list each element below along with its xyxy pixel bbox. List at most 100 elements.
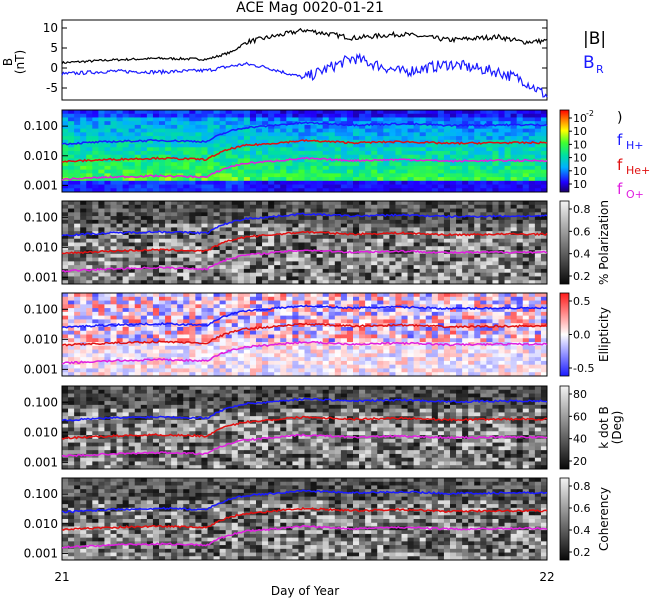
frequency-legend-subscript: H+ xyxy=(626,139,644,152)
he-plus-frequency-line xyxy=(61,415,548,440)
power-spectrum-spectrogram xyxy=(62,110,548,193)
polarization-plot-frame xyxy=(61,200,548,285)
o-plus-frequency-line xyxy=(61,249,548,273)
coherency-plot-frame xyxy=(61,477,548,561)
coherency-panel: 0.100 0.010 0.001 0.8 0.6 0.4 0.2 Coherency xyxy=(24,477,611,561)
ellipticity-colorbar-title: Ellipticity xyxy=(597,307,611,362)
k-dot-b-colorbar-title-units: (Deg) xyxy=(610,411,624,445)
b-field-y-tick-label: 10 xyxy=(43,21,58,35)
b-field-y-tick-label: 5 xyxy=(50,41,58,55)
b-magnitude-legend-label: |B| xyxy=(583,29,606,49)
b-radial-line xyxy=(61,52,548,98)
o-plus-frequency-line xyxy=(62,524,548,549)
he-plus-frequency-line xyxy=(61,138,548,163)
frequency-legend-subscript: O+ xyxy=(626,188,644,201)
frequency-legend-label: f xyxy=(617,180,623,198)
figure-title: ACE Mag 0020-01-21 xyxy=(236,0,384,16)
b-field-y-tick-label: -5 xyxy=(46,81,58,95)
k-dot-b-colorbar-scale xyxy=(559,385,570,470)
coherency-y-tick-label: 0.001 xyxy=(24,546,58,560)
coherency-y-tick-label: 0.100 xyxy=(24,487,58,501)
coherency-y-tick-label: 0.010 xyxy=(24,517,58,531)
k-dot-b-colorbar-label: 80 xyxy=(573,388,587,401)
ellipticity-colorbar-label: 0.0 xyxy=(573,329,591,342)
polarization-colorbar: 0.8 0.6 0.4 0.2 % Polarization xyxy=(559,200,611,285)
b-field-panel: 10 5 0 -5 B(nT) |B| B R xyxy=(1,19,606,101)
power-spectrum-colorbar-label: 10 xyxy=(573,138,587,151)
h-plus-frequency-line xyxy=(61,397,548,422)
polarization-colorbar-label: 0.4 xyxy=(573,248,591,261)
coherency-colorbar-scale xyxy=(559,477,570,561)
h-plus-frequency-line xyxy=(61,121,548,146)
x-axis-label: Day of Year xyxy=(271,584,339,598)
power-spectrum-y-tick-label: 0.100 xyxy=(24,119,58,133)
ellipticity-colorbar-label: 0.5 xyxy=(573,295,591,308)
k-dot-b-colorbar-label: 40 xyxy=(573,433,587,446)
ellipticity-y-tick-label: 0.001 xyxy=(24,362,58,376)
polarization-colorbar-label: 0.6 xyxy=(573,225,591,238)
coherency-colorbar-title: Coherency xyxy=(597,487,611,551)
b-radial-legend-subscript: R xyxy=(596,63,604,76)
power-spectrum-colorbar-label: 10 xyxy=(573,165,587,178)
power-spectrum-colorbar-label: 10 xyxy=(573,178,587,191)
k-dot-b-colorbar-label: 60 xyxy=(573,410,587,423)
ellipticity-plot-frame xyxy=(61,292,548,377)
polarization-colorbar-scale xyxy=(559,200,570,285)
power-spectrum-plot-frame xyxy=(61,109,548,193)
k-dot-b-plot-frame xyxy=(61,385,548,470)
coherency-colorbar-label: 0.8 xyxy=(573,480,591,493)
polarization-y-tick-label: 0.010 xyxy=(24,240,58,254)
x-tick-start: 21 xyxy=(54,570,69,584)
ellipticity-colorbar-scale xyxy=(559,292,570,377)
polarization-y-tick-label: 0.100 xyxy=(24,210,58,224)
ellipticity-colorbar-label: -0.5 xyxy=(573,362,594,375)
frequency-legend-label: f xyxy=(617,131,623,149)
coherency-colorbar-label: 0.4 xyxy=(573,524,591,537)
frequency-legend-label: f xyxy=(617,156,623,174)
h-plus-frequency-line xyxy=(61,304,548,329)
h-plus-frequency-line xyxy=(61,489,548,514)
x-tick-end: 22 xyxy=(539,570,554,584)
polarization-colorbar-title: % Polarization xyxy=(597,200,611,285)
frequency-legend: f H+f He+f O+) xyxy=(617,110,650,201)
b-magnitude-line xyxy=(61,27,548,65)
b-radial-legend-label: B xyxy=(583,53,595,73)
he-plus-frequency-line xyxy=(61,230,548,255)
b-field-y-axis-label: B(nT) xyxy=(1,50,27,74)
k-dot-b-y-tick-label: 0.100 xyxy=(24,395,58,409)
polarization-panel: 0.100 0.010 0.001 0.8 0.6 0.4 0.2 % Polarizatio… xyxy=(24,200,611,285)
power-spectrum-y-tick-label: 0.010 xyxy=(24,149,58,163)
b-field-y-tick-label: 0 xyxy=(50,61,58,75)
coherency-colorbar-label: 0.2 xyxy=(573,546,591,559)
frequency-legend-subscript: He+ xyxy=(626,164,650,177)
ellipticity-y-tick-label: 0.010 xyxy=(24,332,58,346)
coherency-colorbar: 0.8 0.6 0.4 0.2 Coherency xyxy=(559,477,611,561)
b-field-plot-area xyxy=(61,19,548,101)
he-plus-frequency-line xyxy=(61,506,548,531)
power-spectrum-colorbar-label: 10 xyxy=(573,125,587,138)
k-dot-b-colorbar-title: k dot B xyxy=(597,406,611,448)
o-plus-frequency-line xyxy=(61,433,548,458)
ellipticity-y-tick-label: 0.100 xyxy=(24,302,58,316)
power-spectrum-colorbar-top-exponent: -2 xyxy=(586,109,594,118)
power-spectrum-colorbar-scale xyxy=(559,109,570,193)
polarization-spectrogram xyxy=(62,201,548,285)
polarization-colorbar-label: 0.2 xyxy=(573,270,591,283)
polarization-colorbar-label: 0.8 xyxy=(573,203,591,216)
power-spectrum-colorbar-label: 10 xyxy=(573,152,587,165)
h-plus-frequency-line xyxy=(61,212,548,237)
k-dot-b-y-tick-label: 0.001 xyxy=(24,455,58,469)
legend-bracket: ) xyxy=(617,110,622,126)
k-dot-b-colorbar-label: 20 xyxy=(573,455,587,468)
k-dot-b-panel: 0.100 0.010 0.001 80 60 40 20 k dot B (Deg) xyxy=(24,385,624,470)
power-spectrum-y-tick-label: 0.001 xyxy=(24,178,58,192)
polarization-y-tick-label: 0.001 xyxy=(24,270,58,284)
coherency-spectrogram xyxy=(62,478,548,561)
b-field-legend: |B| B R xyxy=(583,29,606,76)
he-plus-frequency-line xyxy=(61,322,548,347)
